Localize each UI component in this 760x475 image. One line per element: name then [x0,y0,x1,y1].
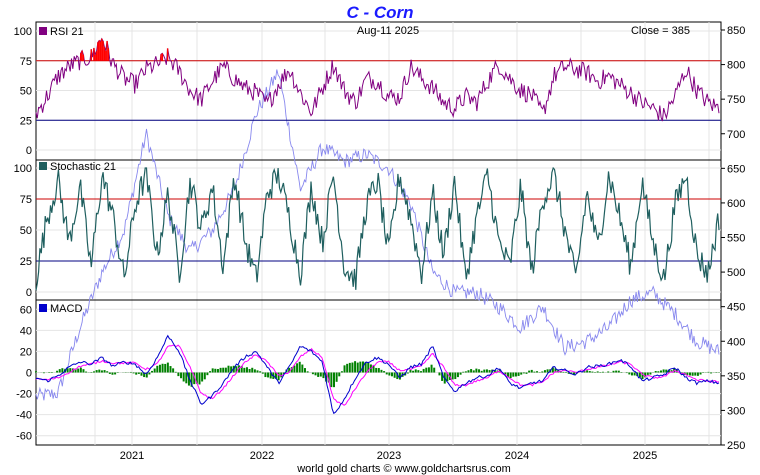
rsi-tick-label: 75 [20,56,32,68]
macd-tick-label: -60 [16,431,32,443]
price-tick-label: 250 [727,440,745,452]
sto-tick-label: 75 [20,194,32,206]
sto-tick-label: 50 [20,225,32,237]
price-tick-label: 550 [727,233,745,245]
price-tick-label: 850 [727,25,745,37]
chart-title: C - Corn [346,3,414,22]
macd-tick-label: -40 [16,410,32,422]
macd-tick-label: -20 [16,389,32,401]
year-tick-label: 2021 [120,450,144,462]
price-tick-label: 700 [727,129,745,141]
macd-tick-label: 0 [26,368,32,380]
rsi-line [35,37,720,122]
price-line [35,69,720,401]
sto-tick-label: 0 [26,287,32,299]
stochastic-line [35,166,720,291]
price-tick-label: 300 [727,405,745,417]
macd-tick-label: 60 [20,304,32,316]
price-tick-label: 750 [727,94,745,106]
macd-label: MACD [50,303,82,315]
rsi-tick-label: 50 [20,86,32,98]
rsi-label: RSI 21 [50,26,84,38]
macd-legend-swatch [39,304,47,312]
year-tick-label: 2024 [505,450,529,462]
stochastic-label: Stochastic 21 [50,161,116,173]
plot-frame [35,21,722,446]
close-price-label: Close = 385 [631,25,690,37]
macd-tick-label: 40 [20,325,32,337]
rsi-tick-label: 25 [20,115,32,127]
price-tick-label: 600 [727,198,745,210]
price-tick-label: 350 [727,371,745,383]
year-tick-label: 2025 [633,450,657,462]
price-tick-label: 800 [727,60,745,72]
rsi-tick-label: 100 [14,26,32,38]
rsi-tick-label: 0 [26,145,32,157]
footer-credit: world gold charts © www.goldchartsrus.co… [296,463,511,475]
macd-line [35,334,720,415]
stochastic-legend-swatch [39,162,47,170]
year-tick-label: 2023 [377,450,401,462]
year-tick-label: 2022 [250,450,274,462]
date-label: Aug-11 2025 [357,25,419,37]
price-tick-label: 450 [727,302,745,314]
sto-tick-label: 100 [14,163,32,175]
price-tick-label: 650 [727,163,745,175]
macd-tick-label: 20 [20,346,32,358]
price-tick-label: 500 [727,267,745,279]
price-tick-label: 400 [727,336,745,348]
sto-tick-label: 25 [20,256,32,268]
rsi-legend-swatch [39,27,47,35]
